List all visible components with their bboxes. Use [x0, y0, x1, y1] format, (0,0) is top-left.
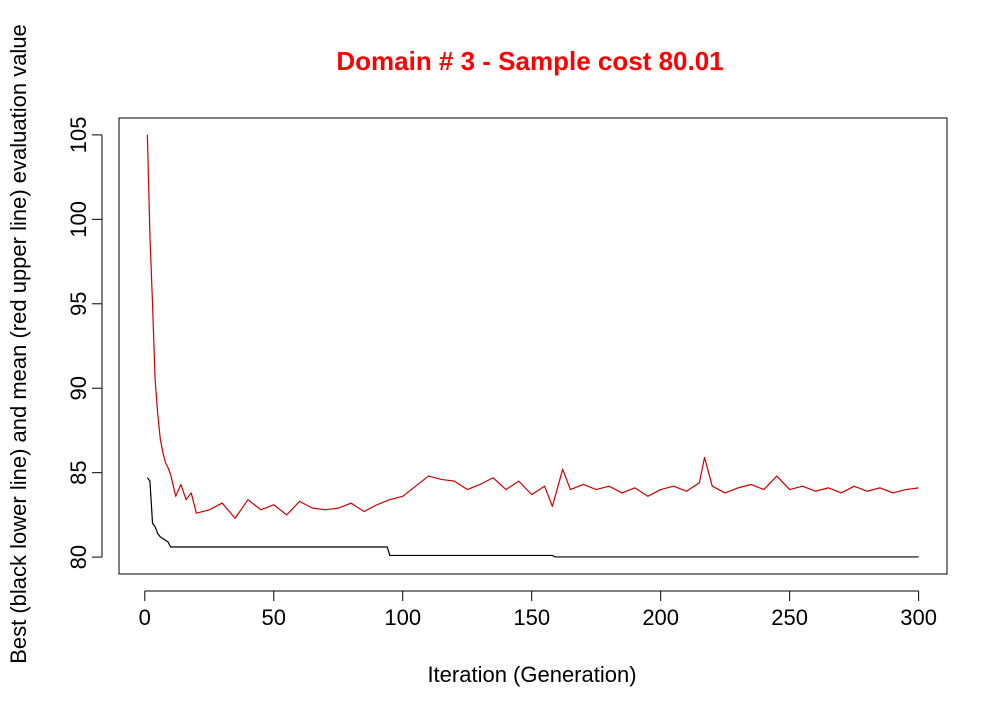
chart-title: Domain # 3 - Sample cost 80.01: [336, 46, 723, 76]
x-tick-label: 300: [900, 605, 937, 630]
mean-series-line: [146, 134, 919, 519]
y-axis-label: Best (black lower line) and mean (red up…: [6, 24, 31, 664]
x-tick-label: 0: [139, 605, 151, 630]
x-tick-label: 250: [771, 605, 808, 630]
x-tick-label: 150: [513, 605, 550, 630]
y-axis: 80 85 90 95 100 105: [66, 117, 103, 569]
y-tick-label: 100: [66, 201, 91, 238]
x-tick-label: 200: [642, 605, 679, 630]
y-tick-label: 80: [66, 545, 91, 569]
x-axis: 0 50 100 150 200 250 300: [139, 590, 937, 630]
x-tick-label: 50: [262, 605, 286, 630]
y-tick-label: 105: [66, 117, 91, 154]
y-tick-label: 90: [66, 376, 91, 400]
x-tick-label: 100: [384, 605, 421, 630]
plot-frame: [118, 117, 948, 575]
best-series-line: [146, 477, 919, 558]
series-layer: [146, 134, 919, 558]
x-axis-label: Iteration (Generation): [427, 662, 636, 687]
y-tick-label: 85: [66, 460, 91, 484]
y-tick-label: 95: [66, 292, 91, 316]
